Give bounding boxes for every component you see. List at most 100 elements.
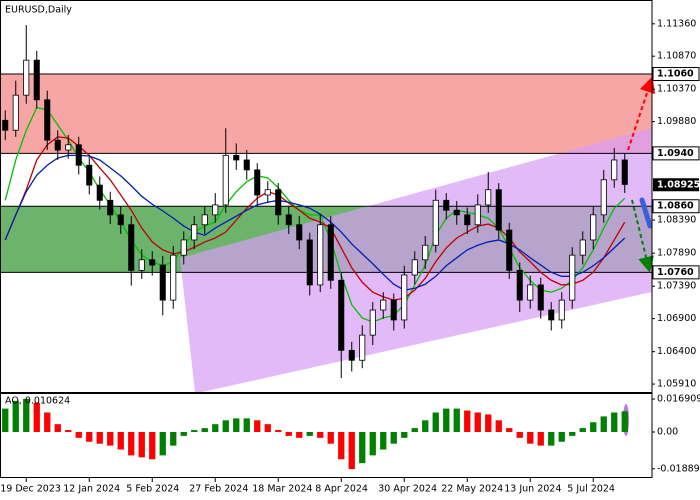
ao-bar xyxy=(411,428,418,432)
candle-body xyxy=(317,224,324,286)
ao-bar xyxy=(369,431,376,456)
candle-body xyxy=(2,119,9,131)
moving-average-line xyxy=(4,136,626,301)
candle-body xyxy=(159,264,166,301)
ao-frame xyxy=(0,393,653,478)
ao-bar xyxy=(359,431,366,464)
ao-bar xyxy=(233,418,240,432)
ao-bar xyxy=(128,431,135,456)
candle-body xyxy=(474,204,481,226)
candle-body xyxy=(359,334,366,361)
y-tick-label: 1.06400 xyxy=(657,346,696,357)
ao-bar xyxy=(306,431,313,436)
candle-body xyxy=(75,144,82,166)
candle-body xyxy=(443,199,450,211)
candle-body xyxy=(65,144,72,151)
candle-body xyxy=(621,159,628,185)
candle-body xyxy=(23,59,30,96)
ao-bar xyxy=(401,431,408,438)
ao-bar xyxy=(212,424,219,432)
ao-bar xyxy=(65,430,72,432)
ao-bar xyxy=(264,424,271,432)
candle-body xyxy=(401,274,408,321)
candle-body xyxy=(558,299,565,321)
ao-bar xyxy=(348,431,355,470)
candle-body xyxy=(464,214,471,226)
candle-body xyxy=(432,199,439,246)
candle-body xyxy=(495,189,502,231)
y-tick-label: 1.07390 xyxy=(657,281,696,292)
y-tick-label: 1.05910 xyxy=(657,379,696,390)
candle-body xyxy=(369,309,376,336)
candle-body xyxy=(296,224,303,241)
level-box xyxy=(652,67,700,82)
candle-body xyxy=(611,159,618,181)
candle-body xyxy=(600,179,607,216)
candle-body xyxy=(107,199,114,216)
ao-bar xyxy=(149,431,156,460)
x-tick-label: 30 Apr 2024 xyxy=(378,484,437,495)
y-tick-label: -0.018898 xyxy=(657,463,700,474)
main-frame xyxy=(0,0,653,393)
ao-bar xyxy=(107,431,114,446)
ao-bar xyxy=(464,410,471,432)
ao-bar xyxy=(485,414,492,432)
ao-title: AO, 0.010624 xyxy=(5,396,70,407)
direction-marker xyxy=(639,197,653,229)
candle-body xyxy=(285,214,292,226)
candle-body xyxy=(44,99,51,141)
ao-bar xyxy=(2,408,9,432)
ao-bar xyxy=(621,411,628,432)
last-price-box xyxy=(653,178,699,192)
candle-body xyxy=(485,189,492,206)
candle-body xyxy=(191,224,198,241)
candle-body xyxy=(138,259,145,271)
y-tick-label: 1.10370 xyxy=(657,84,696,95)
x-tick-label: 5 Jul 2024 xyxy=(567,484,615,495)
ao-bar xyxy=(23,398,30,432)
ao-bar xyxy=(569,431,576,436)
ao-bar xyxy=(495,420,502,432)
ao-bar xyxy=(201,428,208,432)
ao-bar xyxy=(548,431,555,446)
level-label: 1.0760 xyxy=(657,267,694,278)
ao-bar xyxy=(96,431,103,444)
ao-bar xyxy=(537,431,544,446)
x-tick-label: 22 May 2024 xyxy=(441,484,503,495)
ao-bar xyxy=(338,431,345,460)
candle-body xyxy=(422,244,429,261)
level-label: 1.1060 xyxy=(657,69,694,80)
level-box xyxy=(652,146,700,161)
ao-bar xyxy=(317,431,324,438)
ao-bar xyxy=(254,420,261,432)
x-tick-label: 13 Jun 2024 xyxy=(504,484,561,495)
ao-bar xyxy=(380,431,387,450)
ao-bar xyxy=(159,431,166,456)
x-tick-label: 8 Apr 2024 xyxy=(315,484,368,495)
x-tick-label: 5 Feb 2024 xyxy=(126,484,179,495)
ao-bar xyxy=(443,408,450,432)
candle-body xyxy=(86,164,93,186)
candle-body xyxy=(569,254,576,301)
candle-body xyxy=(54,139,61,151)
ao-bar xyxy=(527,431,534,444)
ao-bar xyxy=(222,420,229,432)
candle-body xyxy=(201,214,208,226)
ao-bar xyxy=(170,431,177,446)
candle-body xyxy=(516,269,523,301)
y-tick-label: 0.00 xyxy=(657,426,678,437)
plot-area xyxy=(2,25,628,379)
candle-body xyxy=(117,214,124,226)
ao-bar xyxy=(33,402,40,432)
level-box xyxy=(652,265,700,280)
ao-panel xyxy=(2,398,628,470)
price-zone xyxy=(0,74,652,154)
candle-body xyxy=(275,189,282,216)
ao-bar xyxy=(579,428,586,432)
ao-bar xyxy=(191,430,198,432)
ao-bar xyxy=(285,431,292,436)
ao-bar xyxy=(600,416,607,432)
ao-bar xyxy=(44,412,51,432)
candle-body xyxy=(380,299,387,311)
